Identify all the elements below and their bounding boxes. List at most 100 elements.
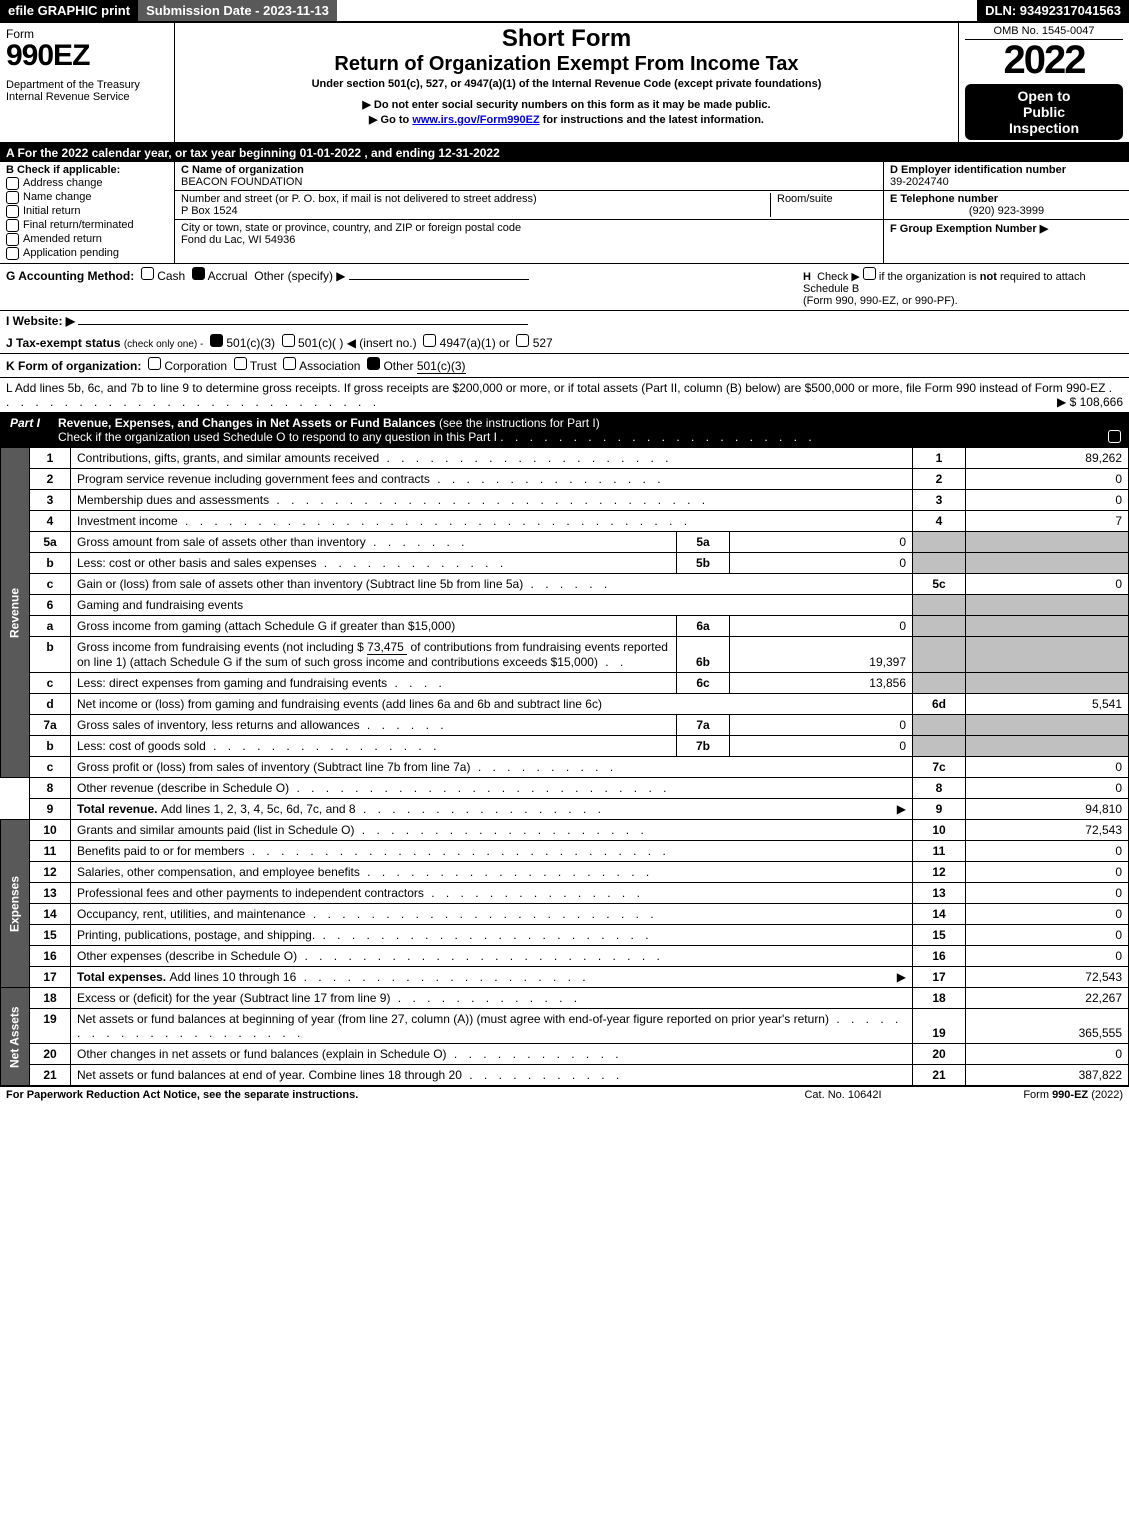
line-num: c	[30, 574, 71, 595]
dots: . . . . . . . . . . . . . . . . . . . .	[379, 451, 672, 465]
checkbox-trust[interactable]	[234, 357, 247, 370]
result-val: 0	[966, 862, 1129, 883]
open-line-3: Inspection	[967, 120, 1121, 136]
dots: . . . . . .	[360, 718, 448, 732]
subtitle-2: ▶ Do not enter social security numbers o…	[181, 98, 952, 111]
line-desc: Total expenses. Add lines 10 through 16 …	[71, 967, 913, 988]
dots: . . . . . . . . . . . . .	[316, 556, 507, 570]
website-input[interactable]	[78, 324, 528, 325]
result-num: 5c	[913, 574, 966, 595]
checkbox-application-pending[interactable]: Application pending	[6, 247, 168, 260]
line-desc: Occupancy, rent, utilities, and maintena…	[71, 904, 913, 925]
table-row: 5a Gross amount from sale of assets othe…	[1, 532, 1129, 553]
mini-num: 5b	[677, 553, 730, 574]
form-ref-prefix: Form	[1023, 1089, 1052, 1101]
checkbox-schedule-o[interactable]	[1108, 430, 1121, 443]
addr-label: Number and street (or P. O. box, if mail…	[181, 193, 764, 205]
checkbox-cash[interactable]	[141, 267, 154, 280]
checkbox-name-change[interactable]: Name change	[6, 191, 168, 204]
checkbox-assoc[interactable]	[283, 357, 296, 370]
table-row: Expenses 10 Grants and similar amounts p…	[1, 820, 1129, 841]
opt-corp: Corporation	[164, 359, 227, 373]
mini-val: 19,397	[730, 637, 913, 673]
line-h-label: H	[803, 271, 811, 283]
table-row: 20 Other changes in net assets or fund b…	[1, 1044, 1129, 1065]
checkbox-amended-return[interactable]: Amended return	[6, 233, 168, 246]
checkbox-icon	[6, 177, 19, 190]
line-num: 17	[30, 967, 71, 988]
group-exemption-block: F Group Exemption Number ▶	[884, 220, 1129, 237]
line-desc: Net income or (loss) from gaming and fun…	[71, 694, 913, 715]
checkbox-501c3-checked[interactable]	[210, 334, 223, 347]
result-num: 16	[913, 946, 966, 967]
line-num: c	[30, 757, 71, 778]
desc-text: Net assets or fund balances at end of ye…	[77, 1068, 462, 1082]
checkbox-initial-return[interactable]: Initial return	[6, 205, 168, 218]
checkbox-4947[interactable]	[423, 334, 436, 347]
opt-4947: 4947(a)(1) or	[440, 336, 510, 350]
other-specify-input[interactable]	[349, 279, 529, 280]
cat-number: Cat. No. 10642I	[743, 1089, 943, 1101]
grey-cell	[966, 673, 1129, 694]
line-g-h: G Accounting Method: Cash Accrual Other …	[0, 264, 1129, 310]
part-i-subtitle: (see the instructions for Part I)	[439, 416, 600, 430]
opt-527: 527	[533, 336, 553, 350]
table-row: c Gain or (loss) from sale of assets oth…	[1, 574, 1129, 595]
line-num: 16	[30, 946, 71, 967]
grey-cell	[966, 637, 1129, 673]
line-j-sub: (check only one) -	[124, 339, 203, 350]
checkbox-501c[interactable]	[282, 334, 295, 347]
section-d: D Employer identification number 39-2024…	[884, 162, 1129, 263]
desc-bold: Total revenue.	[77, 802, 161, 816]
irs-link[interactable]: www.irs.gov/Form990EZ	[412, 114, 539, 126]
table-row: 13 Professional fees and other payments …	[1, 883, 1129, 904]
dots: . . . . . . . . . . . . . . .	[424, 886, 644, 900]
checkbox-address-change[interactable]: Address change	[6, 177, 168, 190]
grey-cell	[966, 532, 1129, 553]
line-k: K Form of organization: Corporation Trus…	[0, 353, 1129, 377]
checkbox-other-checked[interactable]	[367, 357, 380, 370]
checkbox-final-return[interactable]: Final return/terminated	[6, 219, 168, 232]
checkbox-527[interactable]	[516, 334, 529, 347]
checkbox-corp[interactable]	[148, 357, 161, 370]
dots: . . . . . . . . . . . . . . . . . . . .	[360, 865, 653, 879]
footer: For Paperwork Reduction Act Notice, see …	[0, 1086, 1129, 1103]
result-num: 20	[913, 1044, 966, 1065]
line-desc: Printing, publications, postage, and shi…	[71, 925, 913, 946]
h-not: not	[980, 271, 997, 283]
irs-label: Internal Revenue Service	[6, 91, 168, 103]
arrow-icon: ▶	[897, 970, 906, 984]
result-val: 5,541	[966, 694, 1129, 715]
mini-num: 6a	[677, 616, 730, 637]
line-num: 4	[30, 511, 71, 532]
checkbox-accrual-checked[interactable]	[192, 267, 205, 280]
form-table: Revenue 1 Contributions, gifts, grants, …	[0, 447, 1129, 1086]
dots: . . . . . . . . . . . . . . . . . . . . …	[500, 430, 815, 444]
checkbox-schedule-b[interactable]	[863, 267, 876, 280]
desc-text: Excess or (deficit) for the year (Subtra…	[77, 991, 390, 1005]
other-value: 501(c)(3)	[417, 359, 466, 374]
mini-val: 0	[730, 715, 913, 736]
line-desc: Gross income from gaming (attach Schedul…	[71, 616, 677, 637]
table-row: 16 Other expenses (describe in Schedule …	[1, 946, 1129, 967]
dots: . . . . . . . . . . . . . . . . .	[356, 802, 605, 816]
line-num: 15	[30, 925, 71, 946]
result-val: 94,810	[966, 799, 1129, 820]
dots: . . . . . . . . . . . . . . . . . . . .	[354, 823, 647, 837]
checkbox-icon	[6, 191, 19, 204]
line-desc: Gross amount from sale of assets other t…	[71, 532, 677, 553]
desc-text: Grants and similar amounts paid (list in…	[77, 823, 354, 837]
mini-num: 6b	[677, 637, 730, 673]
line-num: 6	[30, 595, 71, 616]
line-num: 11	[30, 841, 71, 862]
revenue-tab: Revenue	[1, 448, 30, 778]
mini-num: 7b	[677, 736, 730, 757]
grey-cell	[966, 736, 1129, 757]
org-name-block: C Name of organization BEACON FOUNDATION	[175, 162, 883, 191]
grey-cell	[913, 595, 966, 616]
check-line-text: Check if the organization used Schedule …	[58, 430, 497, 444]
table-row: 15 Printing, publications, postage, and …	[1, 925, 1129, 946]
line-l: L Add lines 5b, 6c, and 7b to line 9 to …	[0, 377, 1129, 413]
desc-text: Other changes in net assets or fund bala…	[77, 1047, 447, 1061]
result-val: 89,262	[966, 448, 1129, 469]
